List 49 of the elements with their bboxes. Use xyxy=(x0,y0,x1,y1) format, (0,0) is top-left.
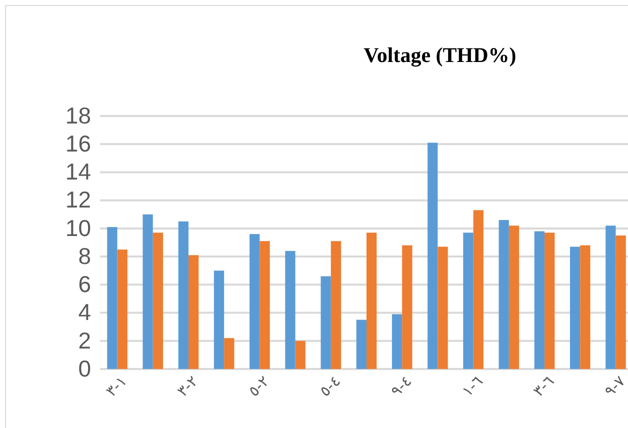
bar xyxy=(498,220,509,369)
bar xyxy=(356,320,366,369)
bar xyxy=(463,232,474,369)
bar xyxy=(107,227,118,369)
y-tick-label: 14 xyxy=(65,158,92,185)
bar xyxy=(508,226,520,369)
y-tick-label: 0 xyxy=(78,355,91,382)
bar xyxy=(214,270,224,369)
x-tick-label: ٦-١ xyxy=(458,372,486,400)
y-tick-label: 10 xyxy=(65,214,91,241)
x-tick-label: ٤-٩ xyxy=(387,372,416,400)
bar xyxy=(616,235,626,369)
bar xyxy=(534,231,545,369)
bar xyxy=(250,234,260,369)
bar xyxy=(142,214,153,369)
bar xyxy=(428,142,438,369)
bar xyxy=(188,255,199,369)
x-tick-label: ٢-٥ xyxy=(244,372,273,400)
bar xyxy=(285,250,296,369)
bar xyxy=(260,241,270,369)
x-tick-label: ٤-٥ xyxy=(316,372,344,400)
y-tick-label: 12 xyxy=(65,186,91,213)
bar xyxy=(544,232,555,369)
bar xyxy=(178,221,188,369)
bar xyxy=(152,232,164,369)
chart-title: Voltage (THD%) xyxy=(364,43,516,67)
bar xyxy=(402,245,412,369)
y-tick-label: 6 xyxy=(78,271,91,298)
x-tick-label: ٦-٣ xyxy=(530,372,558,400)
bar xyxy=(438,246,448,369)
x-tick-label: ١-٣ xyxy=(102,372,130,400)
x-tick-label: ٢-٣ xyxy=(174,372,202,400)
bar xyxy=(117,250,128,369)
bar xyxy=(473,210,484,369)
x-tick-label: ٧-٩ xyxy=(600,372,628,400)
bar xyxy=(330,241,342,369)
bar xyxy=(392,314,402,369)
bar xyxy=(580,245,590,369)
bar xyxy=(366,232,377,369)
bar xyxy=(606,226,616,369)
bar xyxy=(570,246,580,369)
y-tick-label: 4 xyxy=(78,299,92,326)
bar xyxy=(320,276,331,369)
y-tick-label: 2 xyxy=(78,327,91,354)
bar xyxy=(224,338,234,369)
y-tick-label: 18 xyxy=(65,102,91,128)
bar xyxy=(295,340,306,369)
y-tick-label: 16 xyxy=(65,130,91,156)
y-tick-label: 8 xyxy=(78,242,91,269)
